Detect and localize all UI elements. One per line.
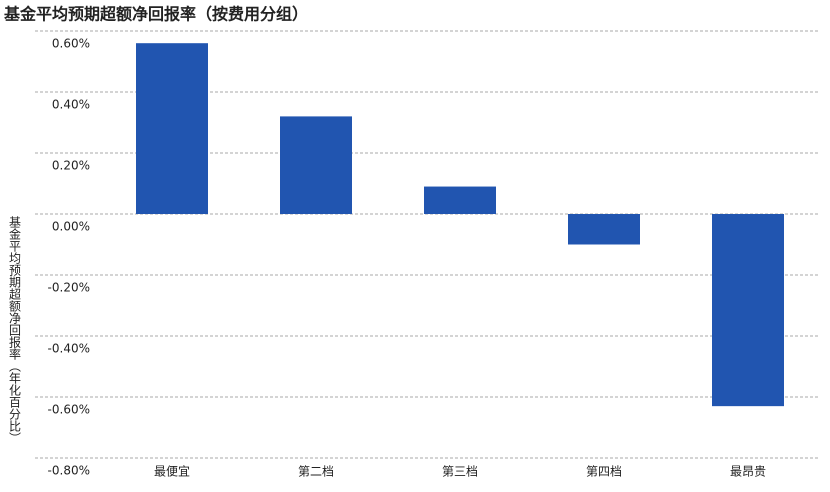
y-tick-label: 0.60% <box>52 37 90 51</box>
chart-title: 基金平均预期超额净回报率（按费用分组） <box>3 5 308 24</box>
bar <box>712 214 784 407</box>
y-axis-label: 基金平均预期超额净回报率（年化百分比） <box>8 216 22 444</box>
y-tick-label: -0.80% <box>48 464 90 478</box>
x-tick-label: 最昂贵 <box>730 465 766 479</box>
y-tick-label: 0.40% <box>52 98 90 112</box>
x-tick-label: 最便宜 <box>154 464 190 479</box>
y-tick-label: 0.20% <box>52 159 90 173</box>
bar <box>568 214 640 245</box>
y-tick-label: -0.40% <box>48 342 90 356</box>
x-tick-label: 第三档 <box>442 465 478 479</box>
bar <box>136 43 208 215</box>
y-tick-label: 0.00% <box>52 220 90 234</box>
x-tick-label: 第二档 <box>298 465 334 479</box>
x-tick-label: 第四档 <box>586 465 622 479</box>
y-tick-label: -0.60% <box>48 403 90 417</box>
y-tick-label: -0.20% <box>48 281 90 295</box>
bar <box>424 186 496 214</box>
bar <box>280 116 352 214</box>
